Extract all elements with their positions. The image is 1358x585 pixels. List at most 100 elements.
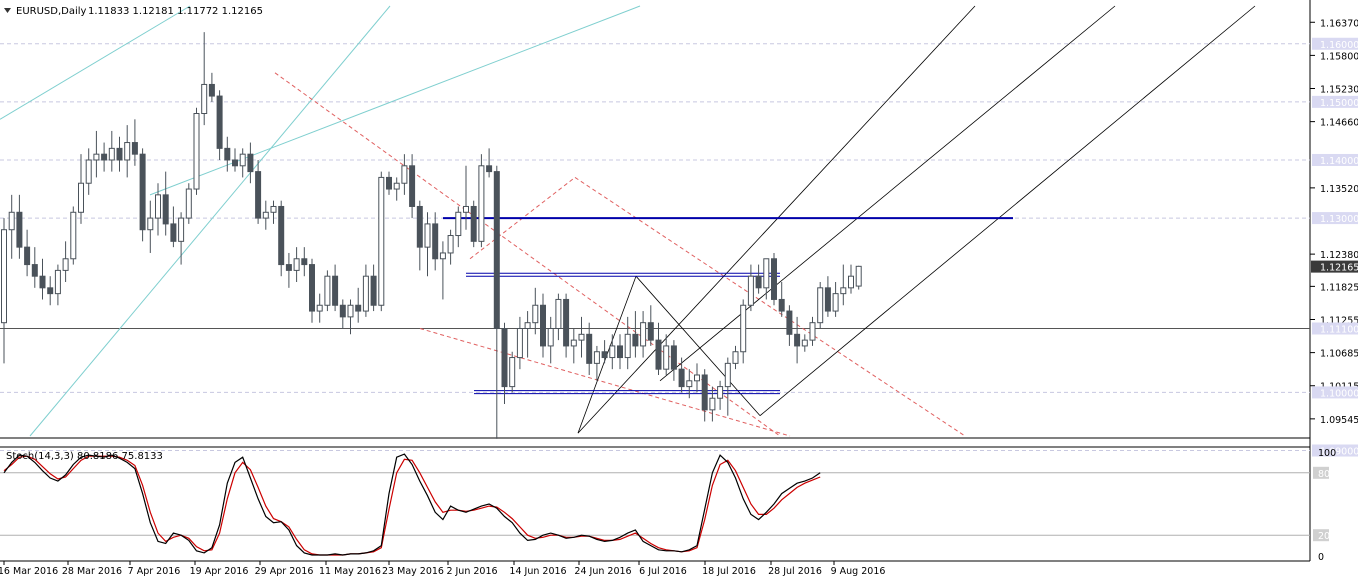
- teal-channel-lower[interactable]: [29, 5, 391, 437]
- candle-body-bull: [108, 147, 115, 161]
- candle-body-bear: [47, 287, 54, 295]
- candle: [155, 183, 161, 236]
- time-tick-label: 29 Apr 2016: [255, 566, 314, 577]
- candle-body-bull: [801, 339, 808, 347]
- candle: [270, 200, 277, 224]
- candle: [116, 136, 123, 172]
- candle: [570, 328, 577, 364]
- candle-body-bull: [439, 252, 446, 260]
- red-channel-lower[interactable]: [574, 177, 966, 437]
- candle: [840, 264, 847, 306]
- candle-body-bull: [624, 333, 631, 359]
- candle-body-bull: [185, 188, 192, 219]
- candle: [193, 107, 200, 195]
- price-tick-label: 1.10685: [1320, 349, 1358, 360]
- candle: [663, 334, 670, 375]
- candle: [463, 165, 469, 230]
- candle-body-bull: [832, 293, 839, 312]
- current-price-badge: [1311, 260, 1358, 273]
- candle: [24, 229, 31, 277]
- candle-body-bear: [409, 165, 416, 207]
- time-tick-label: 6 Jul 2016: [639, 566, 687, 577]
- candle-body-bull: [717, 386, 724, 399]
- candle-body-bull: [463, 205, 469, 213]
- current-price-label: 1.12165: [1320, 263, 1358, 274]
- candle-body-bear: [101, 153, 108, 161]
- candle-body-bull: [763, 258, 770, 289]
- candle-body-bear: [355, 304, 362, 312]
- pitchfork-lower[interactable]: [759, 5, 1256, 416]
- candle-body-bear: [617, 345, 623, 359]
- candle: [332, 264, 339, 312]
- candle: [355, 287, 362, 323]
- candle: [678, 357, 685, 393]
- candle: [755, 264, 762, 294]
- candle-body-bull: [124, 142, 131, 161]
- candle: [370, 264, 377, 312]
- candle: [278, 200, 285, 277]
- price-tick-label: 1.15800: [1320, 51, 1358, 62]
- candle: [285, 252, 292, 288]
- candle: [832, 282, 839, 317]
- price-level-badge: [1312, 444, 1358, 457]
- candle-body-bull: [817, 287, 824, 324]
- candle: [724, 357, 731, 416]
- candle: [409, 154, 416, 219]
- candle: [786, 305, 793, 346]
- triangle-down-icon[interactable]: [4, 8, 11, 13]
- candle-body-bear: [655, 339, 662, 370]
- candle-body-bull: [70, 211, 77, 260]
- candle: [540, 293, 546, 358]
- candle: [509, 351, 516, 393]
- candle-body-bull: [270, 205, 277, 213]
- candle-body-bear: [278, 205, 285, 266]
- price-tick-label: 1.16370: [1320, 18, 1358, 29]
- candle: [224, 136, 231, 172]
- candle: [416, 200, 423, 271]
- candle: [763, 258, 770, 300]
- candle: [694, 363, 700, 393]
- candle: [547, 316, 554, 364]
- time-tick-label: 11 May 2016: [319, 566, 381, 577]
- candles: [1, 32, 862, 439]
- candle-body-bull: [747, 275, 754, 306]
- candle-body-bull: [478, 165, 485, 242]
- candle-body-bear: [232, 159, 238, 167]
- candle-body-bear: [31, 264, 38, 277]
- candle: [424, 212, 431, 277]
- time-tick-label: 9 Aug 2016: [831, 566, 886, 577]
- candle-body-bull: [8, 211, 15, 231]
- candle: [262, 200, 269, 230]
- price-tick-label: 1.11255: [1320, 315, 1358, 326]
- candle-body-bear: [563, 298, 570, 347]
- candle: [239, 148, 246, 178]
- candle: [801, 334, 808, 352]
- candle-body-bull: [85, 159, 92, 184]
- teal-channel-mid[interactable]: [0, 5, 191, 120]
- candle: [701, 369, 708, 422]
- teal-channel-upper[interactable]: [149, 5, 641, 196]
- pitchfork-median[interactable]: [659, 5, 1116, 382]
- channel-lines[interactable]: [0, 5, 1256, 437]
- candle-body-bull: [201, 83, 208, 114]
- candle-body-bull: [347, 304, 354, 318]
- stoch-level-badge: [1313, 529, 1329, 542]
- candle: [447, 229, 454, 265]
- candle: [593, 345, 600, 381]
- price-level-label: 1.14000: [1320, 156, 1358, 167]
- candle-body-bear: [224, 147, 231, 161]
- candle: [101, 142, 108, 172]
- candle-body-bear: [162, 194, 169, 225]
- pitchfork-upper[interactable]: [577, 5, 976, 434]
- candle: [47, 276, 54, 306]
- candle: [324, 270, 331, 312]
- candle-body-bear: [632, 333, 639, 347]
- chart-symbol: EURUSD,Daily: [16, 6, 87, 17]
- red-channel-mid[interactable]: [419, 328, 791, 437]
- candle-body-bear: [771, 258, 777, 300]
- candle-body-bull: [455, 211, 462, 237]
- price-tick-label: 1.15230: [1320, 85, 1358, 96]
- pitchfork-handle-b[interactable]: [635, 275, 761, 416]
